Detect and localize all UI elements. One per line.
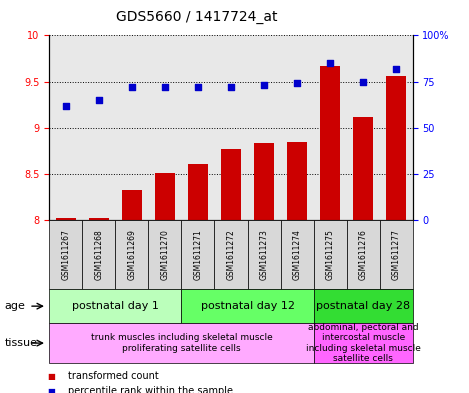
Text: GSM1611276: GSM1611276 [359, 229, 368, 280]
Point [293, 80, 301, 86]
Text: transformed count: transformed count [68, 371, 159, 382]
Point [95, 97, 103, 103]
Text: abdominal, pectoral and
intercostal muscle
including skeletal muscle
satellite c: abdominal, pectoral and intercostal musc… [306, 323, 421, 363]
Text: GSM1611274: GSM1611274 [293, 229, 302, 280]
Text: trunk muscles including skeletal muscle
proliferating satellite cells: trunk muscles including skeletal muscle … [91, 333, 272, 353]
Text: GSM1611271: GSM1611271 [193, 229, 203, 280]
Text: ■: ■ [47, 387, 55, 393]
Point [194, 84, 202, 90]
Text: GSM1611273: GSM1611273 [259, 229, 269, 280]
Text: postnatal day 28: postnatal day 28 [316, 301, 410, 311]
Text: tissue: tissue [5, 338, 38, 348]
Bar [188, 164, 208, 220]
Point [260, 82, 268, 88]
Text: ■: ■ [47, 372, 55, 381]
Bar [287, 141, 307, 220]
Bar [221, 149, 241, 220]
Bar [89, 218, 109, 220]
Text: GSM1611267: GSM1611267 [61, 229, 70, 280]
Bar [122, 189, 142, 220]
Bar [386, 76, 406, 220]
Point [359, 79, 367, 85]
Point [128, 84, 136, 90]
Point [393, 66, 400, 72]
Bar [320, 66, 340, 220]
Point [326, 60, 334, 66]
Text: postnatal day 1: postnatal day 1 [72, 301, 159, 311]
Text: GSM1611272: GSM1611272 [227, 229, 235, 280]
Point [227, 84, 234, 90]
Bar [56, 218, 76, 220]
Text: percentile rank within the sample: percentile rank within the sample [68, 386, 233, 393]
Bar [353, 117, 373, 220]
Text: postnatal day 12: postnatal day 12 [201, 301, 295, 311]
Text: GSM1611269: GSM1611269 [128, 229, 136, 280]
Point [62, 103, 69, 109]
Text: GSM1611275: GSM1611275 [325, 229, 334, 280]
Text: age: age [5, 301, 26, 311]
Text: GDS5660 / 1417724_at: GDS5660 / 1417724_at [116, 10, 278, 24]
Bar [254, 143, 274, 220]
Text: GSM1611268: GSM1611268 [94, 229, 103, 280]
Bar [155, 173, 175, 220]
Text: GSM1611270: GSM1611270 [160, 229, 169, 280]
Point [161, 84, 169, 90]
Text: GSM1611277: GSM1611277 [392, 229, 401, 280]
